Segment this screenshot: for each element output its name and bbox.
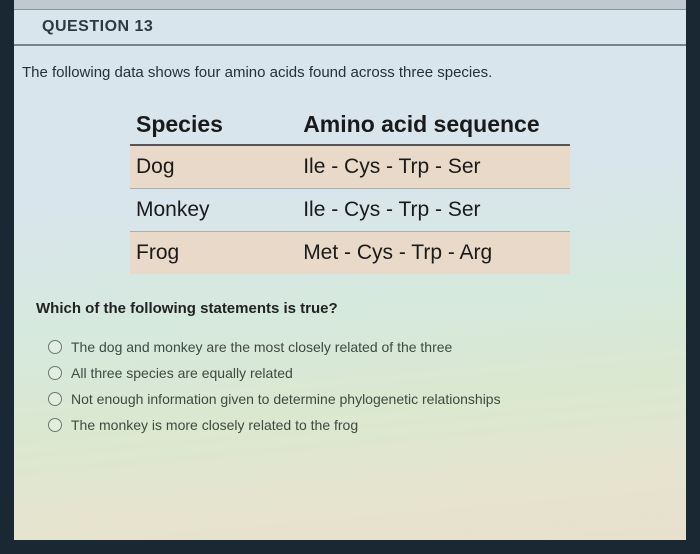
cell-species: Frog (130, 232, 297, 275)
table-header-row: Species Amino acid sequence (130, 105, 570, 145)
table-body: Dog Ile - Cys - Trp - Ser Monkey Ile - C… (130, 145, 570, 274)
question-header: QUESTION 13 (14, 10, 686, 46)
choice-b[interactable]: All three species are equally related (48, 365, 686, 381)
choice-c[interactable]: Not enough information given to determin… (48, 391, 686, 407)
radio-icon[interactable] (48, 392, 62, 406)
cell-species: Dog (130, 145, 297, 189)
choice-label: The dog and monkey are the most closely … (71, 339, 452, 355)
choice-label: All three species are equally related (71, 365, 293, 381)
cell-species: Monkey (130, 189, 297, 232)
radio-icon[interactable] (48, 366, 62, 380)
sub-question: Which of the following statements is tru… (36, 300, 686, 317)
cell-sequence: Ile - Cys - Trp - Ser (297, 189, 570, 232)
cell-sequence: Ile - Cys - Trp - Ser (297, 145, 570, 189)
choice-a[interactable]: The dog and monkey are the most closely … (48, 339, 686, 355)
choice-label: The monkey is more closely related to th… (71, 417, 358, 433)
cell-sequence: Met - Cys - Trp - Arg (297, 232, 570, 275)
question-number: QUESTION 13 (42, 18, 153, 35)
amino-acid-table: Species Amino acid sequence Dog Ile - Cy… (130, 105, 570, 274)
radio-icon[interactable] (48, 340, 62, 354)
answer-choices: The dog and monkey are the most closely … (48, 339, 686, 433)
choice-d[interactable]: The monkey is more closely related to th… (48, 417, 686, 433)
top-ruler (14, 0, 686, 10)
table-row: Dog Ile - Cys - Trp - Ser (130, 145, 570, 189)
col-species: Species (130, 105, 297, 145)
amino-acid-table-wrap: Species Amino acid sequence Dog Ile - Cy… (130, 105, 570, 274)
table-row: Monkey Ile - Cys - Trp - Ser (130, 189, 570, 232)
table-row: Frog Met - Cys - Trp - Arg (130, 232, 570, 275)
radio-icon[interactable] (48, 418, 62, 432)
col-sequence: Amino acid sequence (297, 105, 570, 145)
question-prompt: The following data shows four amino acid… (14, 46, 686, 91)
choice-label: Not enough information given to determin… (71, 391, 501, 407)
